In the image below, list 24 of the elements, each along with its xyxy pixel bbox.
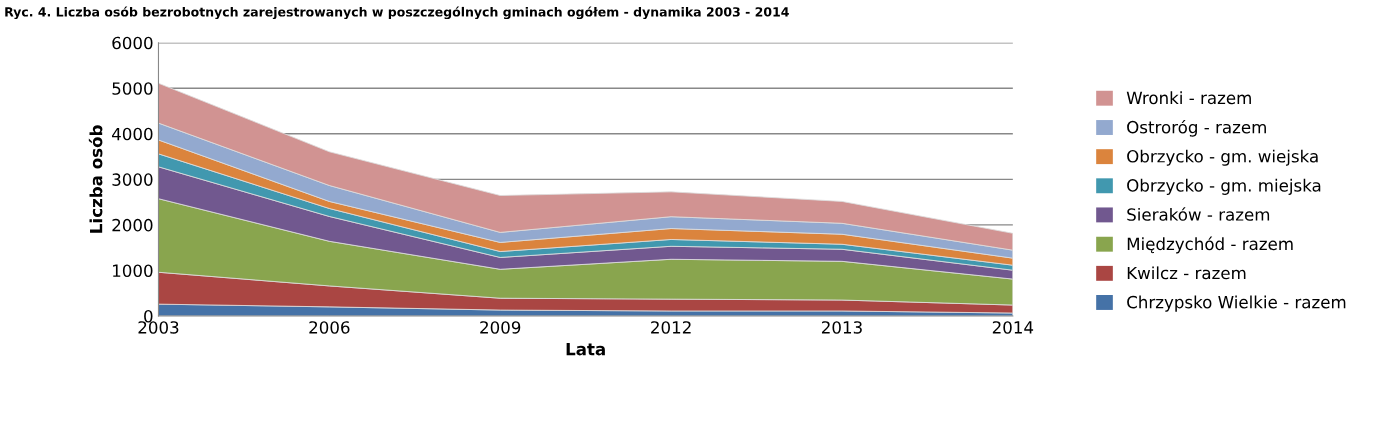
chart-title: Ryc. 4. Liczba osób bezrobotnych zarejestrowanych w poszczególnych gminach ogółem - dynamika 2003 - 2014 <box>5 6 789 20</box>
legend-label: Kwilcz - razem <box>1127 266 1246 280</box>
legend-label: Sieraków - razem <box>1127 207 1270 221</box>
y-tick-label: 6000 <box>112 36 153 50</box>
x-tick-label: 2013 <box>821 321 862 334</box>
legend-label: Obrzycko - gm. wiejska <box>1127 149 1318 166</box>
x-tick-label: 2014 <box>992 321 1034 334</box>
y-tick-label: 1000 <box>113 264 153 277</box>
legend-label: Wronki - razem <box>1126 91 1251 105</box>
y-tick-label: 5000 <box>112 82 153 95</box>
y-tick-label: 4000 <box>112 127 153 141</box>
x-tick-label: 2006 <box>309 321 350 334</box>
y-tick-label: 0 <box>144 309 153 323</box>
x-tick-label: 2009 <box>480 321 521 334</box>
x-axis-title: Lata <box>566 343 605 356</box>
legend-label: Chrzypsko Wielkie - razem <box>1127 295 1346 312</box>
x-tick-label: 2003 <box>138 321 179 334</box>
legend-label: Obrzycko - gm. miejska <box>1127 178 1321 195</box>
y-tick-label: 3000 <box>112 173 153 186</box>
y-tick-label: 2000 <box>112 218 153 232</box>
legend-label: Ostroróg - razem <box>1127 119 1266 137</box>
legend-label: Międzychód - razem <box>1127 236 1293 254</box>
y-axis-title: Liczba osób <box>88 125 103 233</box>
x-tick-label: 2012 <box>651 321 691 334</box>
